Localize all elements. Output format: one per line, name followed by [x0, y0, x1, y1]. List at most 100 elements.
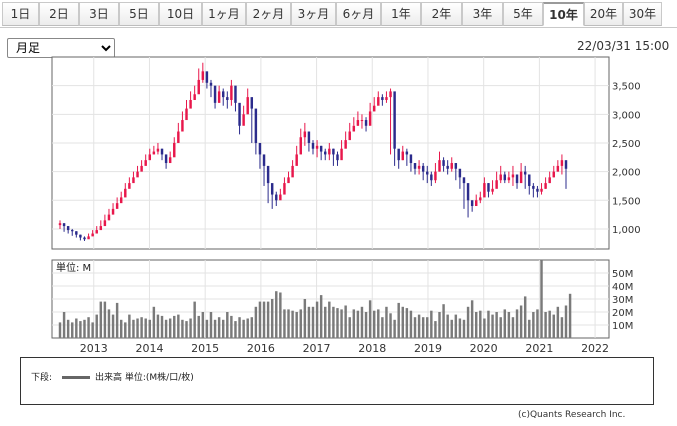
volume-tick-label: 40M [612, 282, 633, 293]
candle-body [87, 236, 90, 240]
volume-bar [438, 312, 441, 338]
candle-body [119, 197, 123, 204]
tab-2[interactable]: 3日 [79, 2, 119, 26]
legend-volume-swatch [62, 376, 90, 379]
volume-bar [238, 317, 241, 338]
candle-body [336, 154, 339, 161]
volume-bar [360, 306, 364, 338]
tab-11[interactable]: 3年 [462, 2, 503, 26]
candle-body [519, 171, 523, 184]
candle-body [564, 160, 568, 169]
volume-bar [79, 321, 82, 338]
candle-body [401, 151, 404, 161]
tab-14[interactable]: 20年 [584, 2, 623, 26]
volume-bar [242, 319, 245, 338]
tab-12[interactable]: 5年 [503, 2, 543, 26]
tab-0[interactable]: 1日 [2, 2, 39, 26]
candle-body [515, 174, 519, 184]
volume-bar [475, 312, 478, 338]
volume-bar [446, 314, 449, 338]
tab-1[interactable]: 2日 [39, 2, 79, 26]
tab-15[interactable]: 30年 [623, 2, 662, 26]
year-axis-labels: 2013 2014 2015 2016 2017 2018 2019 2020 2021 2022 [80, 342, 609, 355]
candle-body [234, 85, 237, 103]
tab-9[interactable]: 1年 [381, 2, 421, 26]
candle-body [544, 183, 547, 189]
candle-body [99, 226, 103, 231]
volume-bar [99, 301, 103, 338]
candle-body [295, 154, 298, 166]
candle-body [426, 171, 429, 175]
volume-bar [434, 321, 437, 338]
candle-body [156, 148, 160, 152]
volume-bar [266, 301, 270, 338]
volume-bar [462, 319, 466, 338]
tab-7[interactable]: 3ヶ月 [291, 2, 336, 26]
volume-bar [324, 306, 327, 338]
volume-bar [283, 309, 286, 338]
tab-8[interactable]: 6ヶ月 [336, 2, 381, 26]
volume-bar [156, 314, 160, 338]
volume-bar [275, 291, 278, 338]
candle-body [275, 194, 278, 201]
candle-body [222, 91, 225, 98]
volume-bar [389, 313, 392, 338]
candle-body [364, 120, 368, 126]
candle-body [356, 120, 360, 126]
candle-body [197, 79, 200, 95]
volume-bar [519, 305, 523, 338]
year-label: 2015 [191, 342, 219, 355]
volume-bar [311, 306, 315, 338]
candle-body [311, 142, 315, 149]
volume-bar [128, 314, 131, 338]
candle-body [438, 160, 441, 172]
year-label: 2018 [358, 342, 386, 355]
candle-body [462, 177, 466, 184]
volume-bar [421, 317, 425, 338]
volume-bar [173, 315, 176, 338]
candle-body [193, 94, 196, 100]
candle-body [307, 131, 311, 143]
volume-bar [303, 299, 307, 338]
candle-body [91, 233, 94, 237]
tab-divider [0, 27, 677, 28]
candle-body [479, 197, 482, 201]
candlesticks [58, 62, 568, 241]
tab-4[interactable]: 10日 [159, 2, 202, 26]
volume-bar [470, 300, 474, 338]
volume-bar [160, 315, 164, 338]
volume-bar [258, 301, 262, 338]
volume-bar [401, 306, 404, 338]
volume-bar [413, 317, 417, 338]
tab-13[interactable]: 10年 [543, 2, 584, 26]
volume-bar [364, 312, 368, 338]
legend-box: 下段: 出来高 単位:(M株/口/枚) [20, 357, 654, 405]
tab-6[interactable]: 2ヶ月 [246, 2, 291, 26]
volume-bar [254, 306, 258, 338]
legend-lower-label: 下段: [31, 373, 53, 383]
volume-bar [532, 312, 535, 338]
candle-body [71, 230, 74, 232]
volume-bar [71, 322, 74, 338]
volume-bar [140, 317, 143, 338]
period-tabs: 1日 2日 3日 5日 10日 1ヶ月 2ヶ月 3ヶ月 6ヶ月 1年 2年 3年 5年 10年 20年 30年 [0, 0, 677, 28]
candle-body [491, 188, 494, 192]
volume-bar [479, 310, 482, 338]
year-label: 2020 [470, 342, 498, 355]
volume-bar [62, 312, 66, 338]
candle-body [246, 97, 249, 115]
candle-body [75, 231, 78, 235]
volume-bar [344, 305, 347, 338]
volume-bar [246, 318, 249, 338]
tab-3[interactable]: 5日 [119, 2, 159, 26]
tab-10[interactable]: 2年 [421, 2, 462, 26]
tab-5[interactable]: 1ヶ月 [202, 2, 246, 26]
candle-body [242, 114, 245, 126]
volume-bar [287, 309, 290, 338]
candle-body [536, 188, 539, 192]
candle-body [66, 226, 70, 231]
volume-bar [115, 302, 119, 338]
candle-body [381, 97, 384, 100]
candle-body [266, 165, 270, 184]
candle-body [377, 97, 380, 106]
